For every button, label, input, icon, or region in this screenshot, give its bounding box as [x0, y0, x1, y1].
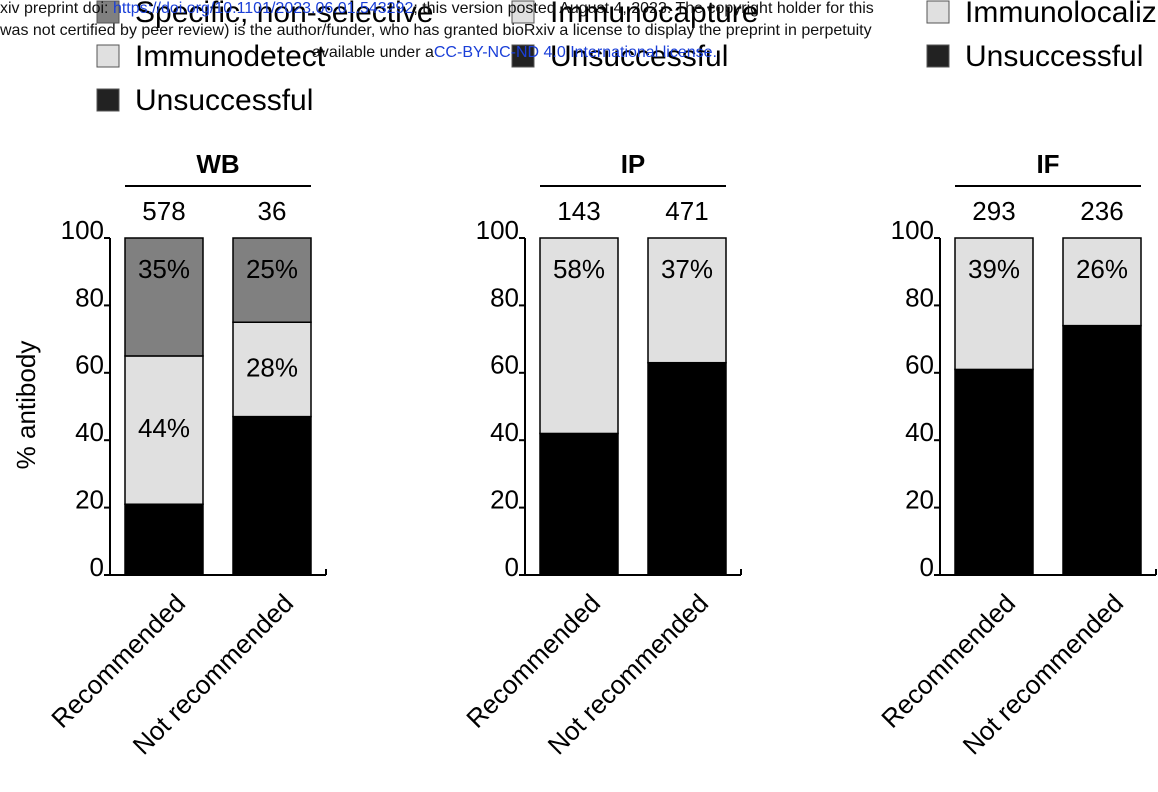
header-text: available under a: [312, 44, 434, 61]
bar-segment: [539, 237, 619, 435]
legend-label: Specific, non-selective: [135, 0, 433, 29]
header-line: available under aCC-BY-NC-ND 4.0 Interna…: [312, 44, 717, 62]
y-tick-label: 40: [905, 417, 934, 447]
legend-swatch: [926, 44, 950, 68]
y-tick-label: 0: [90, 552, 104, 582]
bar-segment: [232, 321, 312, 418]
header-text: xiv preprint doi:: [0, 0, 113, 17]
y-tick-label: 0: [505, 552, 519, 582]
value-label: 25%: [246, 254, 298, 284]
legend-swatch: [96, 88, 120, 112]
license-link[interactable]: CC-BY-NC-ND 4.0 International license.: [433, 44, 717, 61]
header-text: ; this version posted August 4, 2023. Th…: [413, 0, 874, 17]
y-tick-label: 20: [75, 484, 104, 514]
value-label: 44%: [138, 413, 190, 443]
y-tick-label: 0: [920, 552, 934, 582]
header-text: was not certified by peer review) is the…: [0, 22, 872, 39]
legend-label: Unsuccessful: [135, 84, 313, 117]
value-label: 28%: [246, 352, 298, 382]
y-tick-label: 80: [490, 282, 519, 312]
bar-segment: [1062, 237, 1142, 327]
legend-swatch: [511, 44, 535, 68]
bar-segment: [124, 355, 204, 505]
legend-swatch: [96, 44, 120, 68]
bar-segment: [647, 361, 727, 576]
bar-segment: [1062, 324, 1142, 576]
y-tick-label: 60: [905, 350, 934, 380]
bar-count: 578: [142, 196, 185, 226]
y-tick-label: 100: [476, 215, 519, 245]
y-tick-label: 40: [75, 417, 104, 447]
y-tick-label: 80: [75, 282, 104, 312]
legend-label: Unsuccessful: [965, 40, 1143, 73]
value-label: 35%: [138, 254, 190, 284]
value-label: 21%: [138, 528, 190, 558]
bar-segment: [954, 368, 1034, 576]
y-tick-label: 80: [905, 282, 934, 312]
doi-link[interactable]: https://doi.org/10.1101/2023.06.01.54329…: [112, 0, 414, 17]
y-axis-label: % antibody: [11, 341, 41, 470]
legend-label: Immunodetect: [135, 40, 326, 73]
bar-count: 471: [665, 196, 708, 226]
bar-count: 143: [557, 196, 600, 226]
bar-count: 236: [1080, 196, 1123, 226]
legend-label: Immunocapture: [550, 0, 758, 29]
value-label: 47%: [246, 528, 298, 558]
value-label: 42%: [553, 528, 605, 558]
bar-segment: [647, 237, 727, 364]
chart-title: IP: [621, 149, 646, 179]
y-tick-label: 60: [490, 350, 519, 380]
bar-segment: [124, 237, 204, 357]
value-label: 26%: [1076, 254, 1128, 284]
value-label: 63%: [661, 528, 713, 558]
y-tick-label: 20: [490, 484, 519, 514]
value-label: 39%: [968, 254, 1020, 284]
y-tick-label: 60: [75, 350, 104, 380]
header-line: xiv preprint doi: https://doi.org/10.110…: [0, 0, 874, 18]
legend-swatch: [511, 0, 535, 24]
value-label: 58%: [553, 254, 605, 284]
chart-title: IF: [1036, 149, 1059, 179]
chart-title: WB: [196, 149, 239, 179]
bar-count: 36: [258, 196, 287, 226]
value-label: 61%: [968, 528, 1020, 558]
y-tick-label: 100: [61, 215, 104, 245]
bar-segment: [232, 237, 312, 323]
header-line: was not certified by peer review) is the…: [0, 22, 872, 40]
legend-label: Immunolocalization: [965, 0, 1158, 29]
value-label: 74%: [1076, 528, 1128, 558]
legend-label: Unsuccessful: [550, 40, 728, 73]
y-tick-label: 20: [905, 484, 934, 514]
bar-count: 293: [972, 196, 1015, 226]
value-label: 37%: [661, 254, 713, 284]
y-tick-label: 40: [490, 417, 519, 447]
legend-swatch: [926, 0, 950, 24]
y-tick-label: 100: [891, 215, 934, 245]
bar-segment: [954, 237, 1034, 371]
legend-swatch: [96, 0, 120, 24]
